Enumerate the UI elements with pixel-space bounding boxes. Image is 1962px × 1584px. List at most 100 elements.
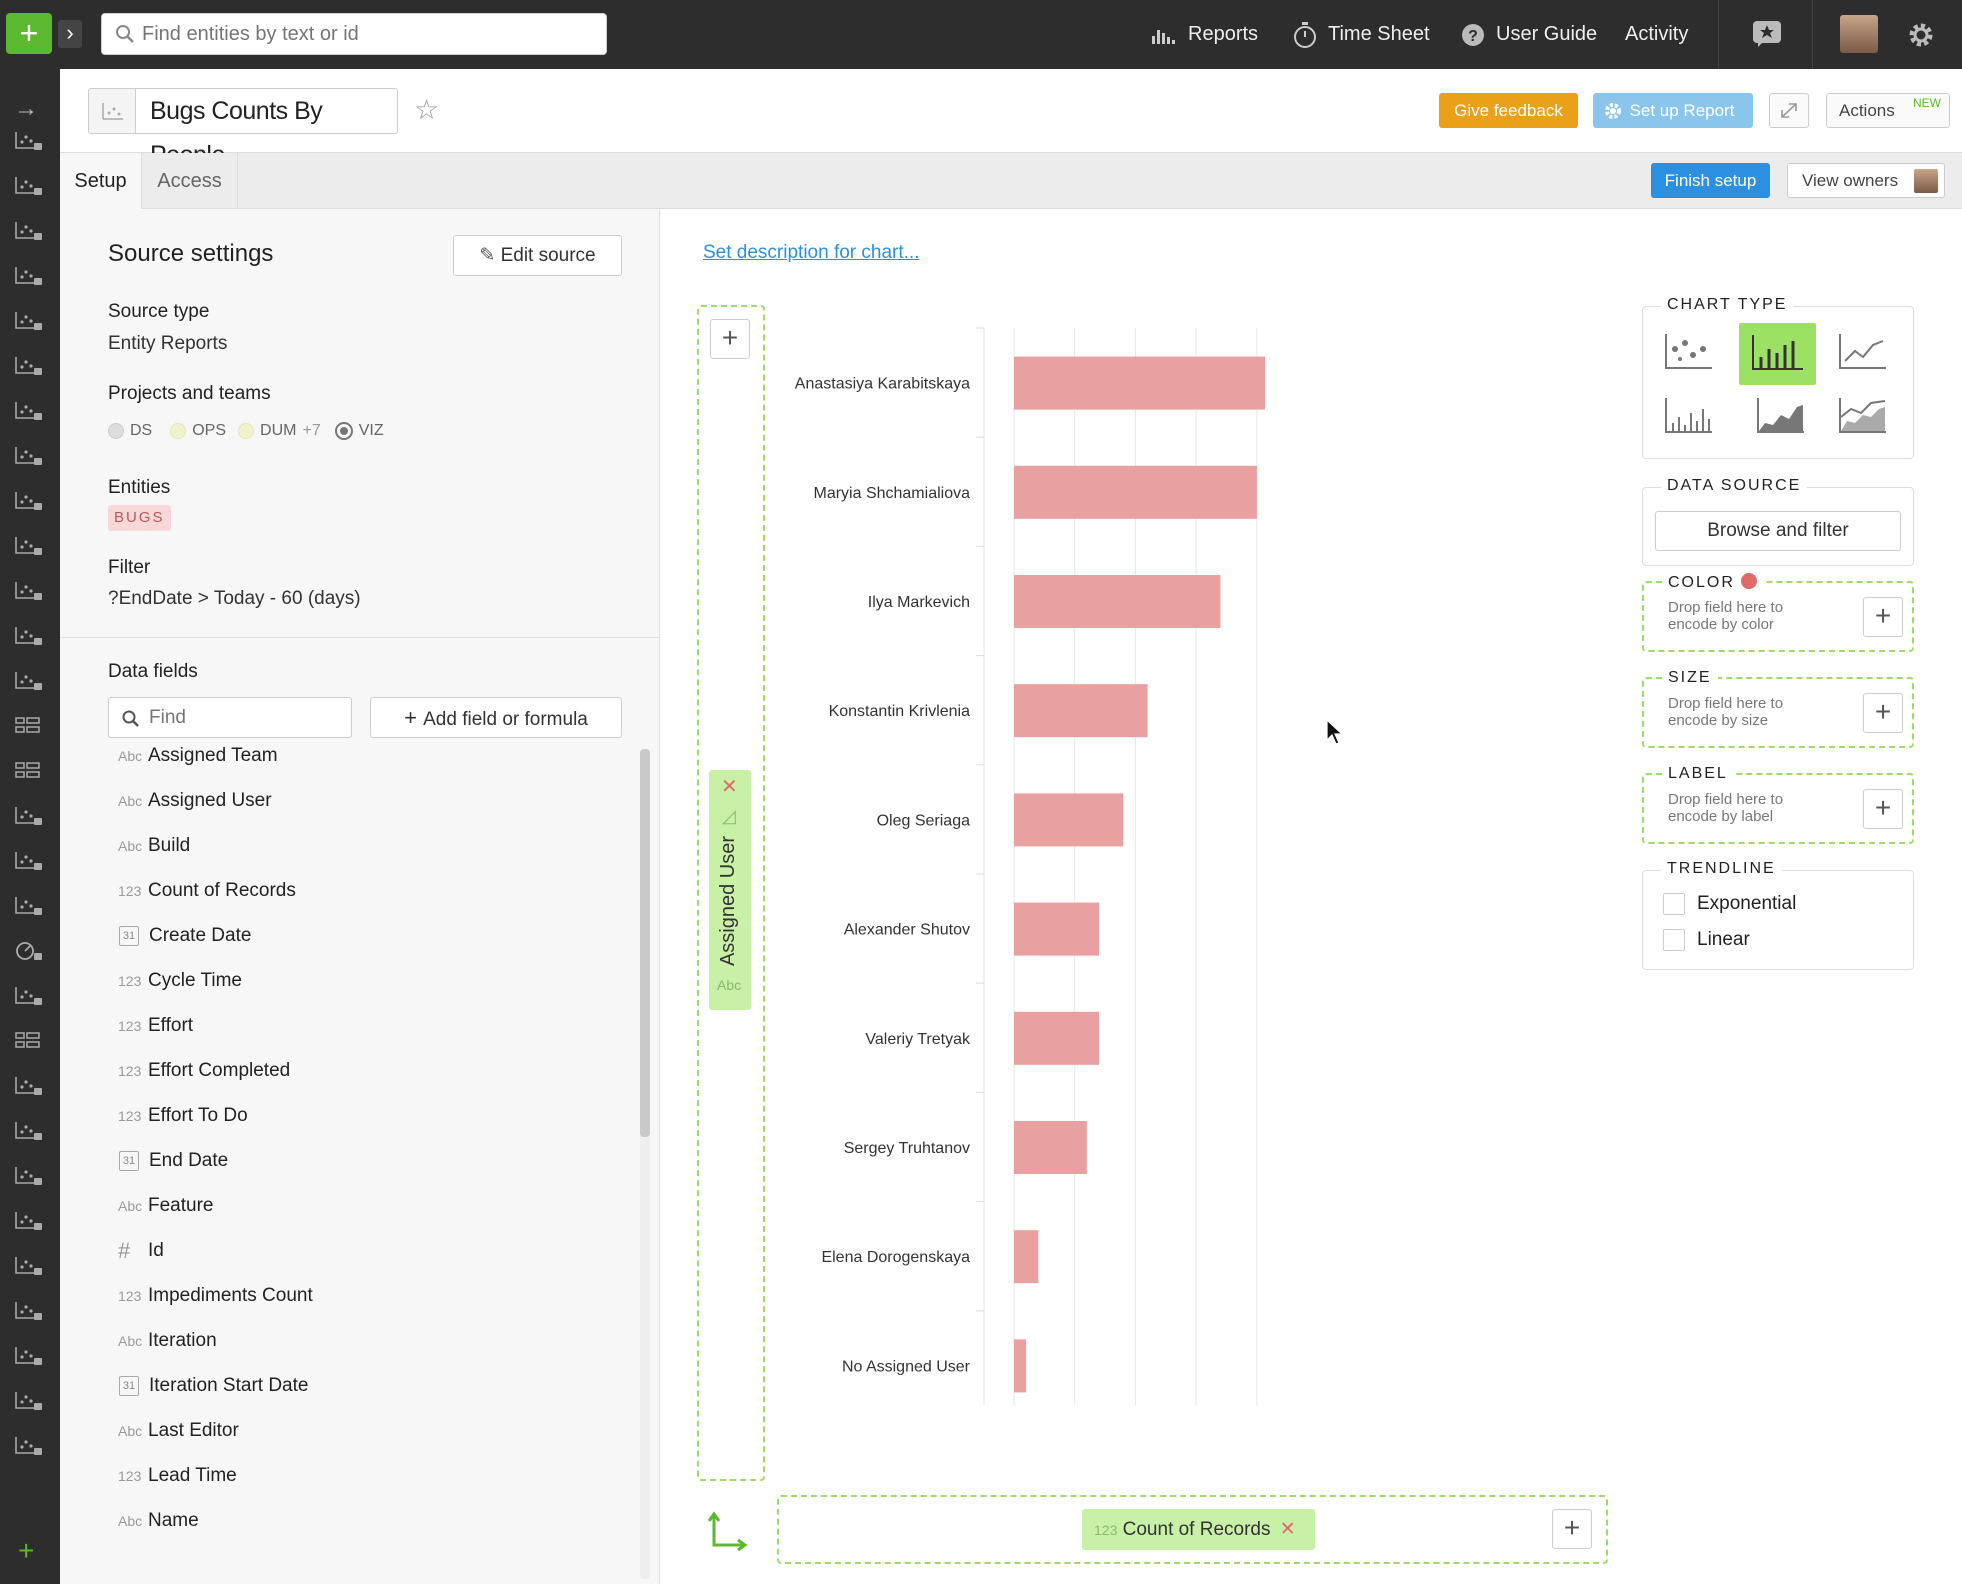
timesheet-link[interactable]: Time Sheet — [1292, 0, 1430, 69]
data-field-item[interactable]: 123 Lead Time — [118, 1461, 237, 1491]
chart-report-icon[interactable] — [14, 400, 44, 422]
data-field-item[interactable]: 123 Impediments Count — [118, 1281, 313, 1311]
chart-report-icon[interactable] — [14, 130, 44, 152]
sort-icon[interactable]: ◿ — [722, 806, 736, 826]
line-chart-icon[interactable] — [1837, 331, 1889, 371]
data-field-item[interactable]: Abc Iteration — [118, 1326, 217, 1356]
area-chart-icon[interactable] — [1755, 395, 1807, 435]
add-y-field-button[interactable]: + — [710, 319, 750, 359]
projects-more[interactable]: +7 — [302, 422, 321, 439]
size-dropzone[interactable]: SIZE Drop field here to encode by size + — [1642, 669, 1914, 748]
data-field-item[interactable]: Abc Last Editor — [118, 1416, 239, 1446]
chart-report-icon[interactable] — [14, 625, 44, 647]
data-field-item[interactable]: 31 End Date — [118, 1146, 228, 1176]
data-field-item[interactable]: Abc Build — [118, 831, 190, 861]
bar[interactable] — [1014, 356, 1265, 410]
chart-report-icon[interactable] — [14, 805, 44, 827]
chart-report-icon[interactable] — [14, 1210, 44, 1232]
data-field-item[interactable]: 123 Cycle Time — [118, 966, 242, 996]
column-chart-icon[interactable] — [1663, 395, 1715, 435]
chart-report-icon[interactable] — [14, 1120, 44, 1142]
chart-report-icon[interactable] — [14, 175, 44, 197]
expand-menu-button[interactable]: › — [58, 20, 82, 48]
chart-report-icon[interactable] — [14, 265, 44, 287]
bar[interactable] — [1014, 902, 1099, 956]
data-field-item[interactable]: 31 Create Date — [118, 921, 251, 951]
board-report-icon[interactable] — [14, 1030, 44, 1052]
bar[interactable] — [1014, 1011, 1099, 1065]
arrow-right-icon[interactable]: → — [14, 95, 38, 122]
add-size-field-button[interactable]: + — [1863, 693, 1903, 733]
chart-report-icon[interactable] — [14, 220, 44, 242]
actions-button[interactable]: Actions NEW — [1826, 93, 1950, 128]
gear-icon[interactable] — [1906, 20, 1936, 50]
tab-access[interactable]: Access — [142, 153, 238, 209]
add-label-field-button[interactable]: + — [1863, 789, 1903, 829]
chart-report-icon[interactable] — [14, 580, 44, 602]
expand-icon[interactable] — [1769, 93, 1809, 128]
bar[interactable] — [1014, 575, 1221, 628]
remove-x-field-icon[interactable]: ✕ — [1279, 1519, 1296, 1540]
chart-report-icon[interactable] — [14, 670, 44, 692]
scrollbar-thumb[interactable] — [640, 749, 650, 1137]
add-x-field-button[interactable]: + — [1552, 1509, 1592, 1549]
tab-setup[interactable]: Setup — [60, 153, 142, 209]
add-report-icon[interactable]: + — [18, 1535, 35, 1566]
chat-star-icon[interactable] — [1752, 20, 1782, 48]
gauge-report-icon[interactable] — [14, 940, 44, 962]
chart-report-icon[interactable] — [14, 490, 44, 512]
swap-axes-icon[interactable] — [708, 1511, 750, 1553]
color-swatch[interactable] — [1741, 573, 1758, 589]
data-field-item[interactable]: 123 Effort Completed — [118, 1056, 290, 1086]
finish-setup-button[interactable]: Finish setup — [1651, 163, 1770, 198]
chart-report-icon[interactable] — [14, 1075, 44, 1097]
chart-report-icon[interactable] — [14, 1345, 44, 1367]
add-field-button[interactable]: + Add field or formula — [370, 697, 622, 738]
userguide-link[interactable]: ? User Guide — [1460, 0, 1597, 69]
data-field-item[interactable]: 31 Iteration Start Date — [118, 1371, 308, 1401]
y-field-pill[interactable]: ✕ ◿ Assigned User Abc — [709, 770, 751, 1010]
activity-link[interactable]: Activity — [1625, 0, 1688, 69]
scrollbar-track[interactable] — [640, 749, 650, 1579]
create-button[interactable]: + — [6, 13, 52, 54]
bar[interactable] — [1014, 1339, 1027, 1393]
reports-link[interactable]: Reports — [1150, 0, 1258, 69]
scatter-chart-icon[interactable] — [1663, 331, 1715, 371]
favorite-star-icon[interactable]: ☆ — [414, 94, 440, 125]
view-owners-button[interactable]: View owners — [1787, 163, 1945, 198]
data-field-item[interactable]: Abc Name — [118, 1506, 199, 1536]
chart-report-icon[interactable] — [14, 1435, 44, 1457]
x-field-pill[interactable]: 123 Count of Records ✕ — [1082, 1509, 1315, 1550]
set-description-link[interactable]: Set description for chart... — [703, 242, 920, 263]
add-color-field-button[interactable]: + — [1863, 597, 1903, 637]
chart-report-icon[interactable] — [14, 1165, 44, 1187]
remove-y-field-icon[interactable]: ✕ — [721, 776, 738, 798]
bar[interactable] — [1014, 1230, 1039, 1284]
exponential-checkbox[interactable] — [1663, 893, 1685, 915]
data-field-item[interactable]: Abc Assigned User — [118, 786, 272, 816]
data-field-item[interactable]: 123 Count of Records — [118, 876, 296, 906]
chart-report-icon[interactable] — [14, 1390, 44, 1412]
label-dropzone[interactable]: LABEL Drop field here to encode by label… — [1642, 765, 1914, 844]
chart-report-icon[interactable] — [14, 895, 44, 917]
stacked-area-chart-icon[interactable] — [1837, 395, 1889, 435]
bar[interactable] — [1014, 793, 1124, 847]
chart-report-icon[interactable] — [14, 985, 44, 1007]
bar[interactable] — [1014, 1121, 1087, 1174]
board-report-icon[interactable] — [14, 760, 44, 782]
x-axis-dropzone[interactable]: 123 Count of Records ✕ + — [777, 1495, 1608, 1564]
color-dropzone[interactable]: COLOR Drop field here to encode by color… — [1642, 573, 1914, 652]
chart-report-icon[interactable] — [14, 1300, 44, 1322]
chart-report-icon[interactable] — [14, 355, 44, 377]
linear-checkbox[interactable] — [1663, 929, 1685, 951]
data-field-item[interactable]: Abc Assigned Team — [118, 741, 278, 771]
setup-report-button[interactable]: Set up Report — [1593, 93, 1753, 128]
horizontal-bar-chart-icon[interactable] — [1739, 323, 1816, 385]
chart-report-icon[interactable] — [14, 445, 44, 467]
chart-report-icon[interactable] — [14, 310, 44, 332]
chart-report-icon[interactable] — [14, 1255, 44, 1277]
data-field-item[interactable]: # Id — [118, 1236, 164, 1266]
edit-source-button[interactable]: ✎ Edit source — [453, 235, 622, 276]
data-field-item[interactable]: Abc Feature — [118, 1191, 213, 1221]
board-report-icon[interactable] — [14, 715, 44, 737]
